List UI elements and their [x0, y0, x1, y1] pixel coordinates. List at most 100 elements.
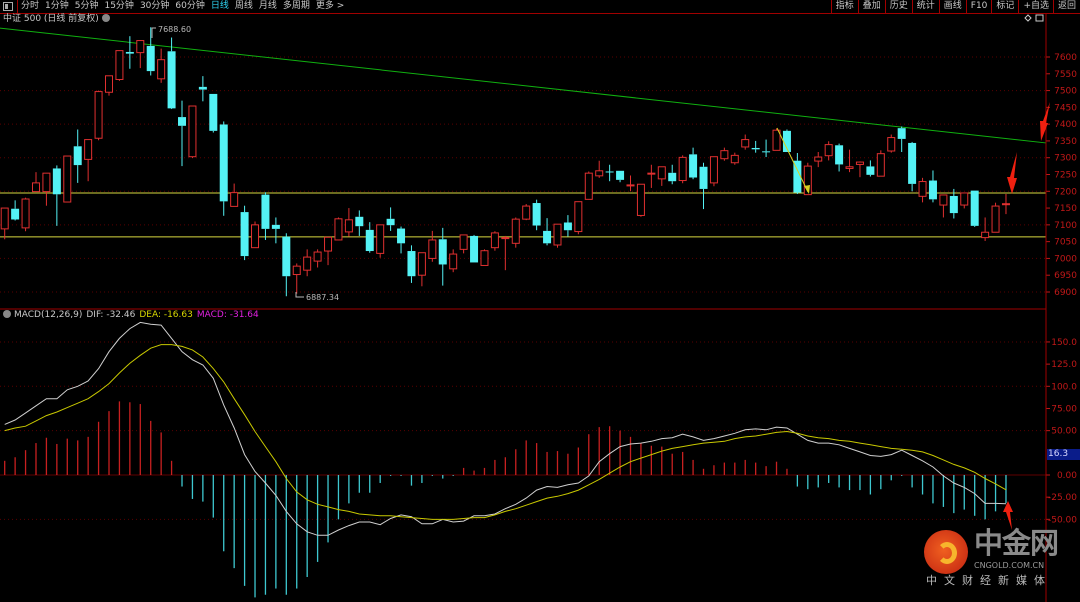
- candle-body-up: [824, 144, 833, 157]
- candle: [407, 245, 416, 283]
- high-label: 7688.60: [158, 25, 191, 34]
- tool-button-8[interactable]: 返回: [1052, 0, 1080, 13]
- candle: [376, 224, 385, 258]
- settings-circle-icon[interactable]: [101, 14, 110, 22]
- sidebar-toggle-icon[interactable]: [3, 2, 13, 11]
- candle: [835, 143, 844, 172]
- annotations: 7688.60 6887.34: [151, 14, 1050, 530]
- tool-button-7[interactable]: +自选: [1018, 0, 1053, 13]
- candle-body-up: [636, 183, 645, 216]
- red-arrow-trendline-icon: [1040, 102, 1050, 141]
- candle-body-up: [741, 139, 750, 148]
- candle-body-down: [616, 170, 625, 180]
- candle: [939, 194, 948, 218]
- period-tab-8[interactable]: 月线: [258, 1, 277, 11]
- candle-body-up: [84, 139, 93, 160]
- period-tab-9[interactable]: 多周期: [282, 1, 310, 11]
- logo-tagline: 中文财经新媒体: [926, 574, 1052, 587]
- candle-body-up: [324, 236, 333, 252]
- period-tab-3[interactable]: 15分钟: [104, 1, 134, 11]
- candle-body-down: [407, 251, 416, 277]
- tool-button-6[interactable]: 标记: [991, 0, 1018, 13]
- period-tab-2[interactable]: 5分钟: [74, 1, 99, 11]
- price-tick-label: 7250: [1054, 170, 1077, 180]
- candle: [188, 105, 197, 159]
- tool-button-0[interactable]: 指标: [830, 0, 858, 13]
- candle-body-up: [553, 223, 562, 246]
- candle: [365, 222, 374, 253]
- candle: [636, 183, 645, 217]
- tool-button-2[interactable]: 历史: [884, 0, 912, 13]
- candle: [678, 155, 687, 184]
- candle-body-down: [209, 93, 218, 131]
- macd-name: MACD(12,26,9): [14, 310, 83, 320]
- tool-button-5[interactable]: F10: [965, 0, 992, 13]
- candle: [699, 162, 708, 210]
- candle-body-up: [1001, 203, 1010, 206]
- candle-body-up: [730, 154, 739, 164]
- price-tick-label: 7500: [1054, 87, 1077, 97]
- candle-body-up: [720, 150, 729, 160]
- candle: [146, 27, 155, 76]
- price-tick-label: 7350: [1054, 137, 1077, 147]
- macd-tick-label: 75.00: [1051, 404, 1077, 414]
- period-tab-0[interactable]: 分时: [21, 1, 40, 11]
- candle-body-down: [866, 166, 875, 175]
- candle: [230, 183, 239, 207]
- candle: [1001, 193, 1010, 215]
- candle-body-down: [240, 212, 249, 257]
- price-tick-label: 7600: [1054, 53, 1077, 63]
- candle-body-up: [449, 253, 458, 270]
- period-tab-6[interactable]: 日线: [210, 1, 229, 11]
- candle: [730, 152, 739, 165]
- macd-tick-label: 50.00: [1051, 427, 1077, 437]
- diamond-icon[interactable]: [1024, 14, 1032, 22]
- candle-body-up: [480, 250, 489, 266]
- candle: [167, 37, 176, 110]
- price-tick-label: 6900: [1054, 288, 1077, 298]
- dea-line: [4, 344, 1007, 520]
- candle: [219, 121, 228, 216]
- candlestick-series: [0, 27, 1010, 297]
- candle: [303, 249, 312, 277]
- candle-body-up: [887, 137, 896, 152]
- tool-button-3[interactable]: 统计: [911, 0, 939, 13]
- candle: [198, 76, 207, 102]
- candle-body-up: [981, 231, 990, 239]
- period-tab-4[interactable]: 30分钟: [139, 1, 170, 11]
- macd-settings-icon[interactable]: [3, 310, 11, 318]
- tool-button-4[interactable]: 画线: [938, 0, 966, 13]
- candle: [814, 152, 823, 168]
- candle: [105, 75, 113, 96]
- price-tick-label: 7550: [1054, 70, 1077, 80]
- candle-body-up: [21, 198, 30, 229]
- low-label: 6887.34: [306, 293, 339, 302]
- candle-body-up: [303, 256, 312, 271]
- candle-body-down: [386, 218, 395, 226]
- candle: [115, 50, 124, 81]
- period-tab-1[interactable]: 1分钟: [45, 1, 69, 11]
- candle: [605, 164, 614, 182]
- period-tab-10[interactable]: 更多 >: [315, 1, 345, 11]
- candle: [178, 100, 187, 167]
- candle: [908, 141, 917, 192]
- period-tab-7[interactable]: 周线: [234, 1, 253, 11]
- candle-body-up: [63, 155, 72, 203]
- candle-body-down: [762, 151, 771, 153]
- candle-body-up: [918, 181, 927, 197]
- logo-url: CNGOLD.COM.CN: [974, 561, 1045, 570]
- candle-body-down: [73, 146, 82, 166]
- candle: [417, 252, 426, 287]
- candle: [803, 162, 812, 196]
- panel-toggle-icon[interactable]: [1035, 14, 1044, 22]
- candle-body-down: [178, 117, 187, 126]
- tool-button-1[interactable]: 叠加: [857, 0, 885, 13]
- period-tab-5[interactable]: 60分钟: [175, 1, 205, 11]
- candle: [595, 160, 604, 178]
- candle-body-down: [470, 235, 479, 263]
- candle-body-down: [928, 180, 937, 200]
- candle: [720, 147, 729, 161]
- yellow-arrow-annotation: [776, 127, 809, 193]
- candle: [563, 215, 572, 237]
